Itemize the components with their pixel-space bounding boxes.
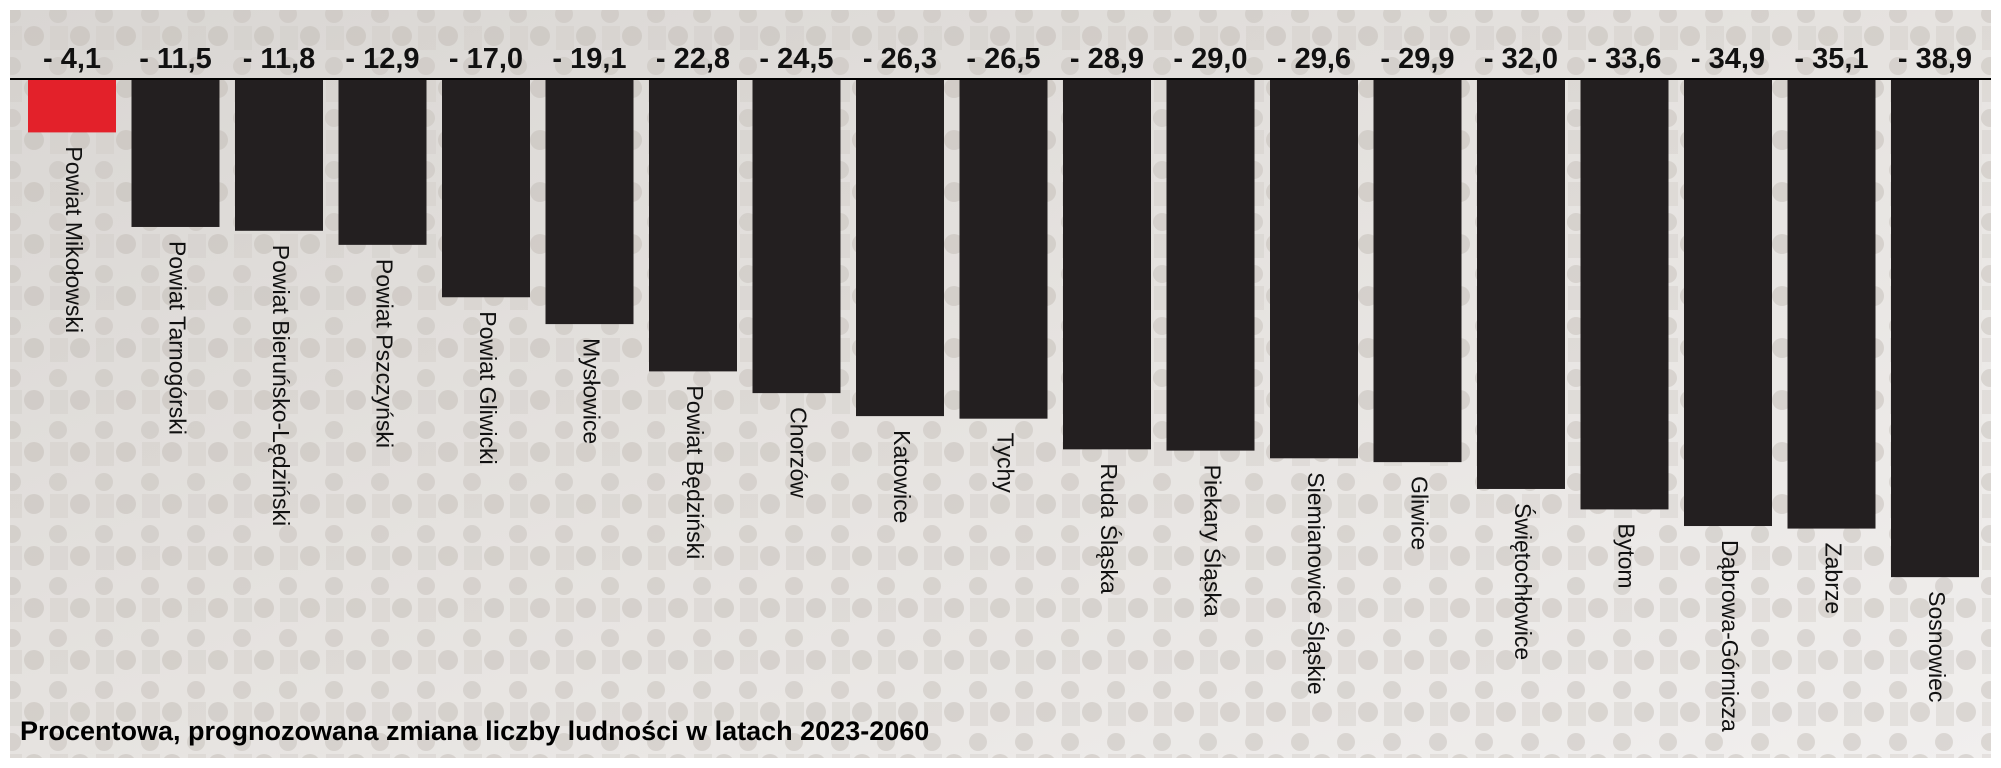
bar [442, 80, 530, 297]
value-label: - 29,0 [1173, 43, 1247, 75]
category-label: Bytom [1613, 523, 1639, 588]
bar [960, 80, 1048, 419]
value-label: - 38,9 [1898, 43, 1972, 75]
category-label: Tychy [992, 433, 1018, 494]
value-label: - 17,0 [449, 43, 523, 75]
value-label: - 28,9 [1070, 43, 1144, 75]
chart-title: Procentowa, prognozowana zmiana liczby l… [20, 716, 929, 746]
bar [28, 80, 116, 132]
category-label: Dąbrowa-Górnicza [1717, 540, 1743, 732]
chart: Procentowa, prognozowana zmiana liczby l… [0, 0, 2001, 768]
bar [649, 80, 737, 371]
value-label: - 26,3 [863, 43, 937, 75]
value-label: - 12,9 [345, 43, 419, 75]
bar [1270, 80, 1358, 458]
bar [1581, 80, 1669, 509]
value-label: - 22,8 [656, 43, 730, 75]
bar [235, 80, 323, 231]
category-label: Mysłowice [578, 338, 604, 444]
bar [1788, 80, 1876, 529]
bar [1167, 80, 1255, 451]
value-label: - 34,9 [1691, 43, 1765, 75]
bar [546, 80, 634, 324]
value-label: - 29,6 [1277, 43, 1351, 75]
value-label: - 24,5 [759, 43, 833, 75]
category-label: Piekary Śląska [1199, 465, 1226, 617]
value-label: - 11,8 [243, 43, 316, 75]
value-label: - 19,1 [552, 43, 626, 75]
category-label: Katowice [889, 430, 915, 523]
category-label: Świętochłowice [1510, 503, 1537, 660]
bar [339, 80, 427, 245]
bar [753, 80, 841, 393]
value-label: - 35,1 [1794, 43, 1868, 75]
bar [1063, 80, 1151, 449]
value-label: - 33,6 [1587, 43, 1661, 75]
category-label: Siemianowice Śląskie [1303, 472, 1330, 694]
category-label: Powiat Mikołowski [61, 146, 87, 333]
value-label: - 26,5 [966, 43, 1040, 75]
bar [1374, 80, 1462, 462]
value-label: - 29,9 [1380, 43, 1454, 75]
bar [856, 80, 944, 416]
value-label: - 11,5 [139, 43, 212, 75]
category-label: Powiat Pszczyński [371, 259, 397, 448]
category-label: Gliwice [1406, 476, 1432, 550]
category-label: Ruda Śląska [1096, 463, 1123, 594]
category-label: Powiat Będziński [682, 385, 708, 559]
category-label: Chorzów [785, 407, 811, 498]
category-label: Powiat Tarnogórski [164, 241, 190, 435]
category-label: Zabrze [1820, 543, 1846, 615]
bar [1684, 80, 1772, 526]
bar [1891, 80, 1979, 577]
bar [1477, 80, 1565, 489]
bar [132, 80, 220, 227]
value-label: - 32,0 [1484, 43, 1558, 75]
category-label: Powiat Gliwicki [475, 311, 501, 464]
category-label: Sosnowiec [1924, 591, 1950, 702]
category-label: Powiat Bieruńsko-Lędziński [268, 245, 294, 526]
value-label: - 4,1 [43, 43, 101, 75]
